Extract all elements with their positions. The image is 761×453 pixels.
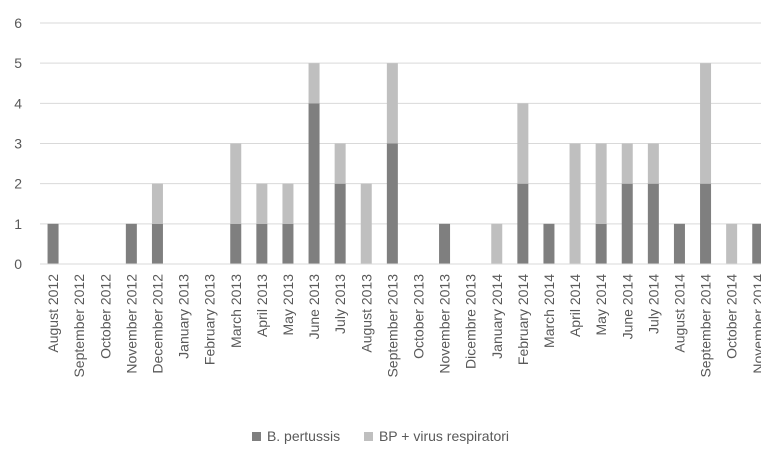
legend-item-b-pertussis: B. pertussis: [251, 428, 341, 444]
bar-segment: [151, 223, 163, 264]
bar-segment: [517, 103, 529, 184]
bar-segment: [595, 223, 607, 264]
bar-segment: [595, 143, 607, 224]
bar-segment: [47, 223, 59, 264]
bar-segment: [752, 223, 761, 264]
bar-segment: [439, 223, 451, 264]
legend-label-bp-virus: BP + virus respiratori: [378, 428, 510, 444]
x-tick-label: July 2014: [645, 274, 661, 334]
bar-segment: [647, 143, 659, 184]
y-axis-ticks: 0 1 2 3 4 5 6: [14, 15, 22, 272]
y-tick-label: 5: [14, 55, 22, 71]
x-tick-label: September 2014: [698, 274, 714, 378]
x-tick-label: November 2014: [750, 274, 761, 374]
bar-segment: [386, 63, 398, 144]
legend-swatch-b-pertussis: [251, 432, 261, 441]
bar-segment: [360, 183, 372, 264]
bar-segment: [230, 143, 242, 224]
bar-segment: [491, 223, 503, 264]
x-tick-label: August 2013: [358, 274, 374, 353]
x-axis-ticks: August 2012 September 2012 October 2012 Nov…: [45, 274, 761, 378]
y-tick-label: 6: [14, 15, 22, 31]
bar-segment: [308, 103, 320, 264]
bar-segment: [308, 63, 320, 104]
x-tick-label: May 2013: [280, 274, 296, 336]
bar-segment: [151, 183, 163, 224]
bar-segment: [517, 183, 529, 264]
x-tick-label: January 2013: [176, 274, 192, 359]
bar-segment: [256, 223, 268, 264]
x-tick-label: June 2014: [619, 274, 635, 340]
x-tick-label: June 2013: [306, 274, 322, 340]
y-tick-label: 3: [14, 136, 22, 152]
bar-segment: [334, 143, 346, 184]
stacked-bar-chart: 0 1 2 3 4 5 6 August 2012 September 2012 October…: [14, 15, 761, 378]
x-tick-label: April 2013: [254, 274, 270, 337]
y-tick-label: 2: [14, 176, 22, 192]
x-tick-label: May 2014: [593, 274, 609, 336]
legend-label-b-pertussis: B. pertussis: [266, 428, 341, 444]
bar-segment: [334, 183, 346, 264]
x-tick-label: August 2012: [45, 274, 61, 353]
bar-segment: [256, 183, 268, 224]
bar-segment: [282, 223, 294, 264]
x-tick-label: September 2013: [384, 274, 400, 378]
bar-segment: [230, 223, 242, 264]
legend-item-bp-virus: BP + virus respiratori: [363, 428, 510, 444]
x-tick-label: February 2013: [202, 274, 218, 365]
x-tick-label: February 2014: [515, 274, 531, 365]
bar-segment: [621, 143, 633, 184]
bar-segment: [125, 223, 137, 264]
x-tick-label: October 2013: [410, 274, 426, 359]
x-tick-label: November 2013: [437, 274, 453, 374]
x-tick-label: September 2012: [71, 274, 87, 378]
legend-swatch-bp-virus: [363, 432, 373, 441]
x-tick-label: March 2013: [228, 274, 244, 348]
y-tick-label: 1: [14, 216, 22, 232]
bar-segment: [386, 143, 398, 264]
x-tick-label: October 2012: [97, 274, 113, 359]
bar-segment: [700, 183, 712, 264]
bar-segment: [700, 63, 712, 184]
y-tick-label: 4: [14, 95, 22, 111]
y-tick-label: 0: [14, 256, 22, 272]
bar-segment: [282, 183, 294, 224]
bar-segment: [621, 183, 633, 264]
x-tick-label: March 2014: [541, 274, 557, 348]
bars: [47, 63, 761, 264]
bar-segment: [647, 183, 659, 264]
x-tick-label: December 2012: [149, 274, 165, 374]
x-tick-label: July 2013: [332, 274, 348, 334]
x-tick-label: August 2014: [671, 274, 687, 353]
x-tick-label: January 2014: [489, 274, 505, 359]
bar-segment: [569, 143, 581, 264]
legend: B. pertussis BP + virus respiratori: [0, 428, 761, 444]
bar-segment: [726, 223, 738, 264]
bar-segment: [543, 223, 555, 264]
bar-segment: [673, 223, 685, 264]
x-tick-label: Dicembre 2013: [463, 274, 479, 369]
x-tick-label: April 2014: [567, 274, 583, 337]
x-tick-label: November 2012: [123, 274, 139, 374]
x-tick-label: October 2014: [724, 274, 740, 359]
